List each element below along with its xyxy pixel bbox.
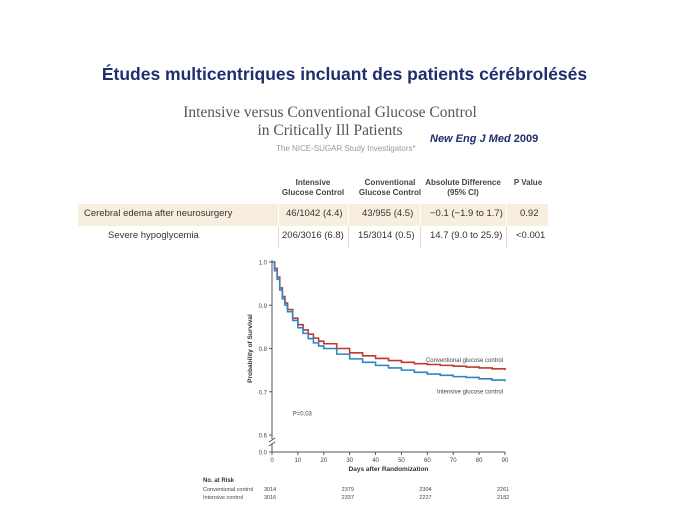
header-absdiff-line1: Absolute Difference xyxy=(425,178,501,187)
axis-break-mark xyxy=(268,441,276,447)
survival-chart: 0.0 0.6 0.7 0.8 0.9 1.0 0 10 20 30 40 50 60 70 80 90 Day… xyxy=(203,260,509,501)
investigators-line: The NICE-SUGAR Study Investigators* xyxy=(276,144,416,153)
y-tick-label: 0.9 xyxy=(259,304,268,310)
table-row: Severe hypoglycemia 206/3016 (6.8) 15/30… xyxy=(78,226,548,248)
column-divider xyxy=(506,204,507,226)
x-tick-label: 60 xyxy=(424,458,431,464)
header-pvalue: P Value xyxy=(513,178,543,187)
journal-year: 2009 xyxy=(513,133,539,145)
column-divider xyxy=(506,226,507,248)
risk-table-row-label: Intensive control xyxy=(203,495,243,501)
risk-table-value: 2379 xyxy=(342,487,354,493)
header-intensive-line1: Intensive xyxy=(295,178,331,187)
curve-intensive xyxy=(272,261,506,382)
column-divider xyxy=(348,226,349,248)
column-divider xyxy=(278,204,279,226)
curve-conventional xyxy=(272,261,506,371)
x-tick-label: 20 xyxy=(320,458,327,464)
risk-table-row-label: Conventional control xyxy=(203,487,253,493)
cell-pvalue: <0.001 xyxy=(516,230,546,241)
header-absdiff-line2: (95% CI) xyxy=(447,188,479,197)
p-value-annotation: P=0.03 xyxy=(293,412,313,418)
paper-title-line2: in Critically Ill Patients xyxy=(257,122,403,139)
slide-title: Études multicentriques incluant des pati… xyxy=(101,64,588,84)
risk-table-value: 3016 xyxy=(264,495,276,501)
column-divider xyxy=(420,204,421,226)
risk-table-value: 2261 xyxy=(497,487,509,493)
x-tick-label: 30 xyxy=(346,458,353,464)
risk-table-value: 2227 xyxy=(419,495,431,501)
x-axis-label: Days after Randomization xyxy=(349,466,429,473)
axis-break-mark xyxy=(268,437,276,443)
journal-citation: New Eng J Med 2009 xyxy=(430,133,538,145)
y-tick-label: 0.0 xyxy=(259,451,268,457)
journal-name: New Eng J Med xyxy=(430,133,511,145)
x-tick-label: 40 xyxy=(372,458,379,464)
cell-intensive: 206/3016 (6.8) xyxy=(282,230,344,241)
results-table: Intensive Glucose Control Conventional G… xyxy=(78,174,548,250)
row-label: Severe hypoglycemia xyxy=(108,230,199,241)
x-tick-label: 80 xyxy=(476,458,483,464)
header-intensive: Intensive Glucose Control xyxy=(273,178,353,198)
series-label-conventional: Conventional glucose control xyxy=(426,358,503,364)
series-label-intensive: Intensive glucose control xyxy=(437,389,503,395)
y-tick-label: 1.0 xyxy=(259,261,268,267)
x-tick-label: 90 xyxy=(502,458,509,464)
risk-table-value: 2337 xyxy=(342,495,354,501)
risk-table-value: 2304 xyxy=(419,487,431,493)
header-intensive-line2: Glucose Control xyxy=(281,188,345,197)
cell-conventional: 15/3014 (0.5) xyxy=(358,230,415,241)
header-conventional-line2: Glucose Control xyxy=(358,188,422,197)
x-tick-label: 10 xyxy=(295,458,302,464)
column-divider xyxy=(348,204,349,226)
risk-table-value: 3014 xyxy=(264,487,276,493)
cell-absdiff: 14.7 (9.0 to 25.9) xyxy=(430,230,503,241)
column-divider xyxy=(420,226,421,248)
cell-absdiff: −0.1 (−1.9 to 1.7) xyxy=(430,208,503,219)
y-tick-label: 0.6 xyxy=(259,434,268,440)
x-tick-label: 50 xyxy=(398,458,405,464)
header-conventional-line1: Conventional xyxy=(364,178,416,187)
x-tick-label: 70 xyxy=(450,458,457,464)
cell-pvalue: 0.92 xyxy=(520,208,539,219)
cell-intensive: 46/1042 (4.4) xyxy=(286,208,343,219)
y-axis-label: Probability of Survival xyxy=(247,314,254,383)
table-row: Cerebral edema after neurosurgery 46/104… xyxy=(78,204,548,226)
risk-table-header: No. at Risk xyxy=(203,478,235,484)
header-conventional: Conventional Glucose Control xyxy=(350,178,430,198)
x-tick-label: 0 xyxy=(270,458,274,464)
risk-table-value: 2182 xyxy=(497,495,509,501)
y-tick-label: 0.7 xyxy=(259,390,268,396)
paper-title-line1: Intensive versus Conventional Glucose Co… xyxy=(183,104,477,121)
row-label: Cerebral edema after neurosurgery xyxy=(84,208,233,219)
cell-conventional: 43/955 (4.5) xyxy=(362,208,414,219)
y-tick-label: 0.8 xyxy=(259,347,268,353)
column-divider xyxy=(278,226,279,248)
header-absdiff: Absolute Difference (95% CI) xyxy=(418,178,508,198)
